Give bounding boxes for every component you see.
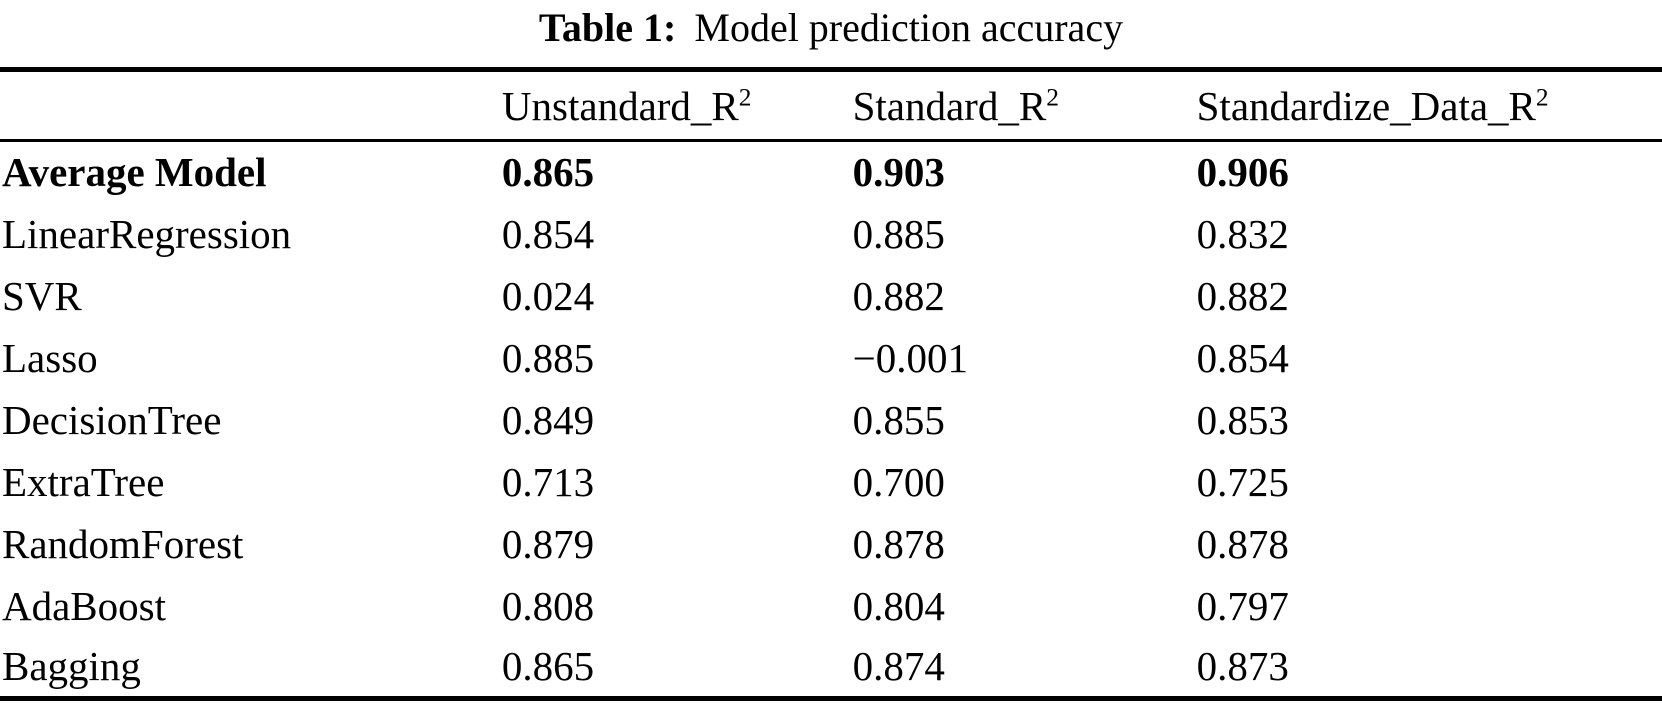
model-name-cell: Average Model	[2, 149, 267, 196]
column-header: Standardize_Data_R2	[1196, 69, 1662, 142]
table-row: SVR 0.024 0.882 0.882	[0, 265, 1662, 327]
column-header: Standard_R2	[852, 69, 1197, 142]
model-name-cell: RandomForest	[2, 520, 244, 567]
value-cell: 0.700	[852, 458, 945, 505]
value-cell: 0.854	[1196, 334, 1289, 381]
value-cell: 0.882	[1196, 272, 1289, 319]
value-cell: 0.882	[852, 272, 945, 319]
table-caption-label: Table 1:	[538, 5, 677, 50]
superscript-2: 2	[1046, 82, 1059, 111]
value-cell: 0.713	[501, 458, 595, 505]
value-cell: 0.832	[1196, 210, 1289, 257]
value-cell: 0.797	[1196, 582, 1289, 629]
table-row: DecisionTree 0.849 0.855 0.853	[0, 389, 1662, 451]
value-cell: 0.849	[501, 396, 595, 443]
column-header: Unstandard_R2	[501, 69, 853, 142]
value-cell: 0.808	[501, 582, 595, 629]
model-name-cell: Lasso	[2, 334, 98, 381]
model-name-cell: Bagging	[2, 643, 141, 690]
value-cell: 0.853	[1196, 396, 1289, 443]
value-cell: 0.878	[852, 520, 945, 567]
value-cell: −0.001	[852, 334, 968, 381]
column-header-label: Standard_R	[852, 82, 1047, 129]
table-row: RandomForest 0.879 0.878 0.878	[0, 513, 1662, 575]
value-cell: 0.865	[501, 643, 595, 690]
table-body: Average Model 0.865 0.903 0.906 LinearRegres…	[0, 141, 1662, 699]
table-row: Lasso 0.885 −0.001 0.854	[0, 327, 1662, 389]
value-cell: 0.855	[852, 396, 945, 443]
table-header-row: Unstandard_R2 Standard_R2 Standardize_Data…	[0, 69, 1662, 142]
column-header-label: Unstandard_R	[501, 82, 739, 129]
model-column-header	[0, 69, 502, 142]
table-row: LinearRegression 0.854 0.885 0.832	[0, 203, 1662, 265]
value-cell: 0.854	[501, 210, 595, 257]
table-row: ExtraTree 0.713 0.700 0.725	[0, 451, 1662, 513]
value-cell: 0.874	[852, 643, 945, 690]
value-cell: 0.885	[852, 210, 945, 257]
superscript-2: 2	[738, 82, 752, 111]
table-caption: Table 1: Model prediction accuracy	[0, 0, 1662, 67]
value-cell: 0.878	[1196, 520, 1289, 567]
value-cell: 0.024	[501, 272, 595, 319]
value-cell: 0.885	[501, 334, 595, 381]
table-caption-text: Model prediction accuracy	[694, 5, 1124, 50]
value-cell: 0.879	[501, 520, 595, 567]
results-table: Unstandard_R2 Standard_R2 Standardize_Data…	[0, 67, 1662, 701]
model-name-cell: SVR	[2, 272, 82, 319]
value-cell: 0.865	[501, 149, 595, 196]
value-cell: 0.873	[1196, 643, 1289, 690]
table-row: Average Model 0.865 0.903 0.906	[0, 141, 1662, 203]
table-header: Unstandard_R2 Standard_R2 Standardize_Data…	[0, 69, 1662, 142]
value-cell: 0.906	[1196, 149, 1289, 196]
value-cell: 0.725	[1196, 458, 1289, 505]
model-name-cell: ExtraTree	[2, 458, 165, 505]
superscript-2: 2	[1535, 82, 1549, 111]
table-row: Bagging 0.865 0.874 0.873	[0, 637, 1662, 699]
column-header-label: Standardize_Data_R	[1196, 82, 1536, 129]
model-name-cell: DecisionTree	[2, 396, 222, 443]
value-cell: 0.804	[852, 582, 945, 629]
model-name-cell: AdaBoost	[2, 582, 166, 629]
value-cell: 0.903	[852, 149, 945, 196]
table-row: AdaBoost 0.808 0.804 0.797	[0, 575, 1662, 637]
model-name-cell: LinearRegression	[2, 210, 292, 257]
